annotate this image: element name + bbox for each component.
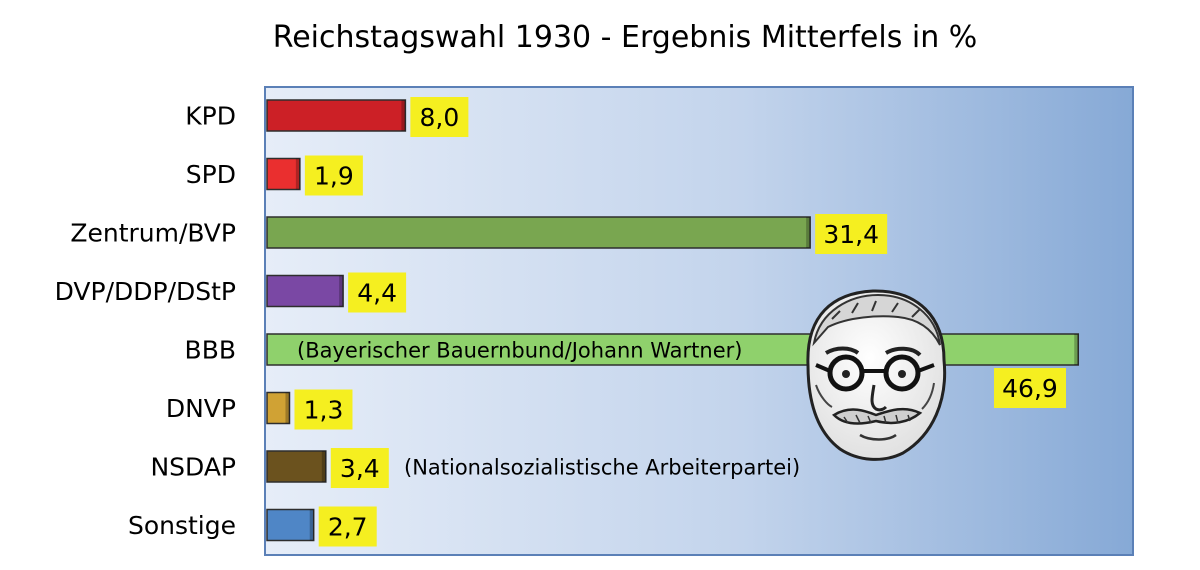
annotation-nsdap: (Nationalsozialistische Arbeiterpartei) [404,456,800,480]
category-label-bbb: BBB [185,336,236,365]
value-label-box-sonstige [318,506,377,547]
category-label-dvp-ddp-dstp: DVP/DDP/DStP [55,277,236,306]
value-label-nsdap: 3,4 [340,454,380,483]
bar-end-zentrum-bvp [806,217,811,248]
value-label-box-nsdap [330,448,389,488]
category-label-spd: SPD [186,160,236,189]
category-label-sonstige: Sonstige [128,511,236,540]
value-label-spd: 1,9 [314,162,354,191]
value-label-sonstige: 2,7 [328,513,368,542]
value-label-dnvp: 1,3 [304,396,344,425]
value-label-box-spd [304,155,363,196]
man-portrait-icon [806,289,947,461]
category-label-nsdap: NSDAP [150,453,236,482]
value-label-box-bbb [994,368,1066,408]
bar-spd [266,157,301,191]
value-label-box-dnvp [294,389,353,430]
plot-area [264,86,1134,556]
value-label-dvp-ddp-dstp: 4,4 [357,279,397,308]
category-label-kpd: KPD [185,102,236,131]
value-label-box-zentrum-bvp [815,214,888,254]
value-label-box-dvp-ddp-dstp [348,272,407,313]
bar-zentrum-bvp [266,216,811,249]
bar-kpd [266,99,407,132]
bar-end-dvp-ddp-dstp [339,275,344,307]
value-label-bbb: 46,9 [1002,374,1058,403]
value-label-kpd: 8,0 [420,103,460,132]
value-label-zentrum-bvp: 31,4 [823,220,879,249]
bar-end-dnvp [285,392,290,424]
chart-title: Reichstagswahl 1930 - Ergebnis Mitterfel… [273,20,978,55]
bar-end-spd [295,158,300,190]
bar-sonstige [266,508,315,542]
value-label-box-kpd [410,97,469,137]
bar-end-kpd [401,100,406,131]
bar-end-sonstige [309,509,314,541]
category-label-dnvp: DNVP [166,394,236,423]
bar-end-bbb [1074,334,1079,365]
bar-end-nsdap [321,451,326,482]
annotation-bbb: (Bayerischer Bauernbund/Johann Wartner) [297,339,742,363]
bar-dvp-ddp-dstp [266,274,344,308]
category-label-zentrum-bvp: Zentrum/BVP [70,219,236,248]
bar-dnvp [266,391,291,425]
bar-nsdap [266,450,327,483]
